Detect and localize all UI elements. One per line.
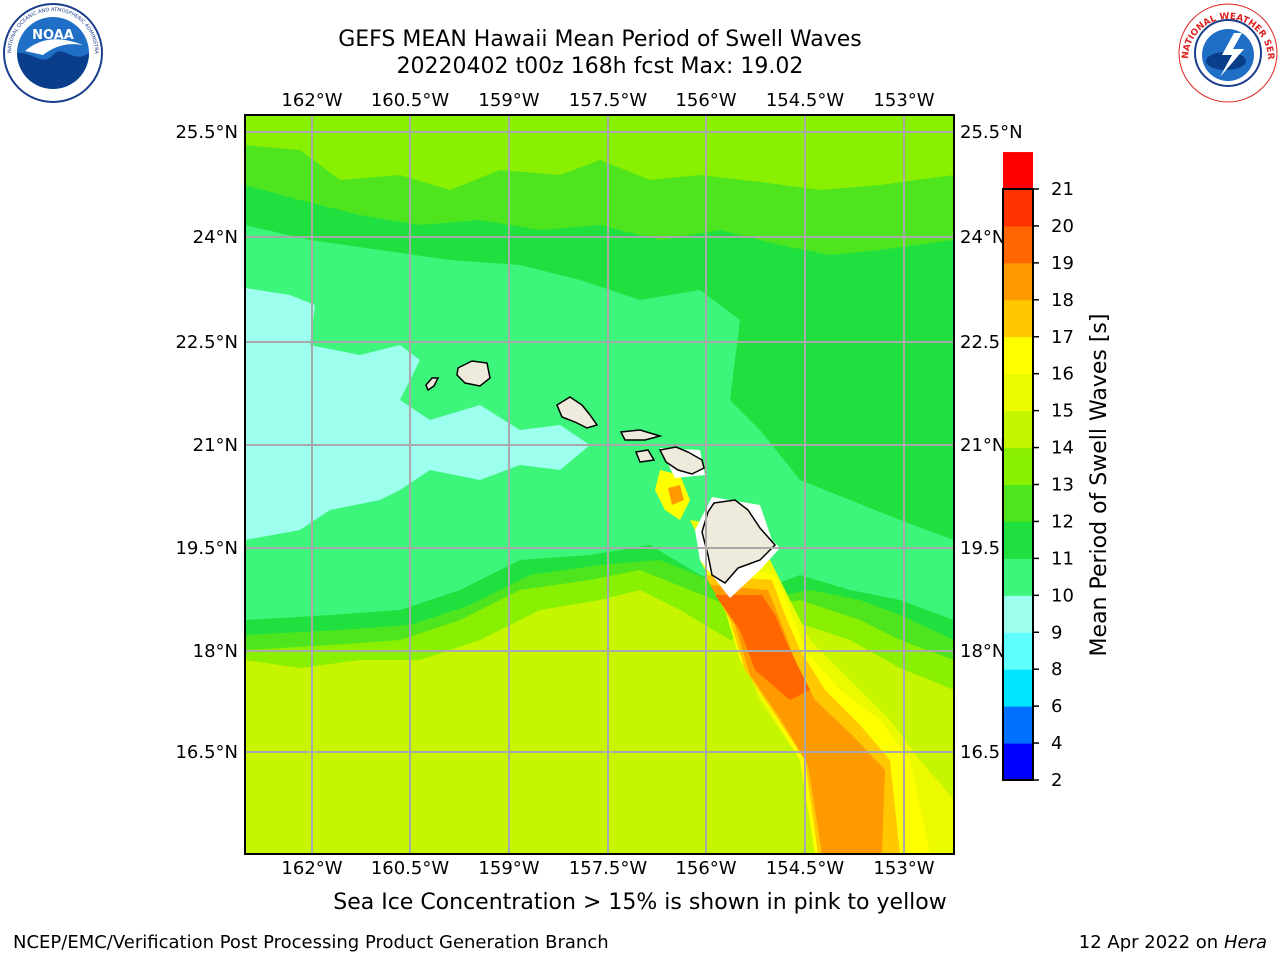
lon-tick-bottom: 159°W bbox=[478, 858, 539, 879]
colorbar-tick-label: 15 bbox=[1051, 401, 1074, 422]
field-10s bbox=[245, 225, 954, 620]
islands bbox=[425, 360, 777, 584]
lat-tick-left: 25.5°N bbox=[175, 122, 238, 143]
colorbar-swatch bbox=[1003, 706, 1033, 744]
island-kauai bbox=[456, 360, 491, 387]
colorbar-tick-label: 11 bbox=[1051, 548, 1074, 569]
lat-tick-left: 21°N bbox=[193, 435, 238, 456]
lon-tick-top: 153°W bbox=[873, 90, 934, 111]
colorbar-swatch bbox=[1003, 669, 1033, 707]
lon-tick-bottom: 160.5°W bbox=[371, 858, 450, 879]
colorbar-tick-label: 17 bbox=[1051, 327, 1074, 348]
nws-logo: NATIONAL WEATHER SERVICE bbox=[1178, 3, 1278, 103]
lon-tick-top: 160.5°W bbox=[371, 90, 450, 111]
colorbar-tick-label: 2 bbox=[1051, 770, 1062, 791]
colorbar-tick-label: 18 bbox=[1051, 290, 1074, 311]
lat-tick-right: 22.5 bbox=[960, 332, 1000, 353]
colorbar-tick-label: 14 bbox=[1051, 438, 1074, 459]
credit-right: 12 Apr 2022 on Hera bbox=[1079, 932, 1267, 953]
colorbar: 2 4 6 8 9 10 11 12 13 14 15 16 17 18 19 20 21 bbox=[1002, 152, 1074, 791]
colorbar-tick-label: 6 bbox=[1051, 696, 1062, 717]
colorbar-swatch bbox=[1003, 447, 1033, 485]
colorbar-swatch bbox=[1003, 373, 1033, 412]
colorbar-tick-label: 19 bbox=[1051, 253, 1074, 274]
field-18s-spot bbox=[668, 485, 684, 505]
colorbar-tick-label: 10 bbox=[1051, 585, 1074, 606]
lat-tick-right: 16.5 bbox=[960, 742, 1000, 763]
colorbar-label: Mean Period of Swell Waves [s] bbox=[1087, 314, 1112, 657]
colorbar-tick-label: 9 bbox=[1051, 622, 1062, 643]
field-19s bbox=[715, 595, 810, 700]
island-maui bbox=[658, 446, 705, 475]
colorbar-swatch bbox=[1003, 743, 1033, 781]
lon-tick-top: 156°W bbox=[675, 90, 736, 111]
chart-title: GEFS MEAN Hawaii Mean Period of Swell Wa… bbox=[338, 27, 862, 52]
lon-tick-bottom: 154.5°W bbox=[766, 858, 845, 879]
noaa-logo: NOAA NATIONAL OCEANIC AND ATMOSPHERIC AD… bbox=[3, 3, 103, 103]
credit-date: 12 Apr 2022 on bbox=[1078, 932, 1224, 953]
colorbar-tick-label: 16 bbox=[1051, 364, 1074, 385]
lon-ticks-bottom: 162°W 160.5°W 159°W 157.5°W 156°W 154.5°… bbox=[281, 858, 934, 879]
colorbar-tick-label: 8 bbox=[1051, 659, 1062, 680]
colorbar-swatch bbox=[1003, 152, 1033, 190]
lon-tick-bottom: 153°W bbox=[873, 858, 934, 879]
colorbar-tick-label: 4 bbox=[1051, 733, 1062, 754]
colorbar-tick-label: 21 bbox=[1051, 179, 1074, 200]
island-lanai bbox=[634, 449, 656, 463]
lon-ticks-top: 162°W 160.5°W 159°W 157.5°W 156°W 154.5°… bbox=[281, 90, 934, 111]
colorbar-swatch bbox=[1003, 521, 1033, 559]
lon-tick-top: 159°W bbox=[478, 90, 539, 111]
sea-ice-note: Sea Ice Concentration > 15% is shown in … bbox=[333, 890, 947, 915]
lon-tick-bottom: 156°W bbox=[675, 858, 736, 879]
colorbar-swatch bbox=[1003, 410, 1033, 449]
colorbar-swatch bbox=[1003, 299, 1033, 338]
lat-tick-left: 24°N bbox=[193, 227, 238, 248]
colorbar-swatch bbox=[1003, 484, 1033, 522]
chart-subtitle: 20220402 t00z 168h fcst Max: 19.02 bbox=[396, 54, 804, 79]
colorbar-swatch bbox=[1003, 558, 1033, 596]
colorbar-tick-label: 12 bbox=[1051, 511, 1074, 532]
credit-left: NCEP/EMC/Verification Post Processing Pr… bbox=[13, 932, 609, 953]
lat-tick-left: 16.5°N bbox=[175, 742, 238, 763]
lat-tick-right: 21°N bbox=[960, 435, 1005, 456]
lon-tick-top: 157.5°W bbox=[569, 90, 648, 111]
lat-tick-right: 24°N bbox=[960, 227, 1005, 248]
map-grid bbox=[245, 115, 954, 854]
lon-tick-bottom: 162°W bbox=[281, 858, 342, 879]
lat-tick-right: 18°N bbox=[960, 641, 1005, 662]
island-molokai bbox=[619, 429, 663, 441]
credit-machine: Hera bbox=[1223, 932, 1267, 953]
noaa-logo-text: NOAA bbox=[32, 28, 74, 43]
colorbar-tick-label: 20 bbox=[1051, 216, 1074, 237]
lat-tick-right: 19.5 bbox=[960, 538, 1000, 559]
island-oahu bbox=[556, 396, 599, 429]
colorbar-tick-label: 13 bbox=[1051, 475, 1074, 496]
swell-period-field bbox=[245, 115, 954, 854]
lon-tick-top: 154.5°W bbox=[766, 90, 845, 111]
colorbar-swatch bbox=[1003, 595, 1033, 633]
map-frame bbox=[244, 114, 955, 855]
lon-tick-top: 162°W bbox=[281, 90, 342, 111]
lat-ticks-right: 25.5°N 24°N 22.5 21°N 19.5 18°N 16.5 bbox=[960, 122, 1023, 763]
lat-tick-right: 25.5°N bbox=[960, 122, 1023, 143]
field-9s bbox=[245, 288, 590, 540]
colorbar-swatch bbox=[1003, 336, 1033, 375]
colorbar-swatch bbox=[1003, 262, 1033, 301]
colorbar-swatch bbox=[1003, 189, 1033, 227]
colorbar-swatch bbox=[1003, 225, 1033, 264]
lat-tick-left: 18°N bbox=[193, 641, 238, 662]
lat-tick-left: 22.5°N bbox=[175, 332, 238, 353]
colorbar-swatch bbox=[1003, 632, 1033, 670]
island-niihau bbox=[425, 377, 440, 392]
lat-tick-left: 19.5°N bbox=[175, 538, 238, 559]
lat-ticks-left: 25.5°N 24°N 22.5°N 21°N 19.5°N 18°N 16.5… bbox=[175, 122, 238, 763]
island-hawaii bbox=[701, 499, 777, 584]
lon-tick-bottom: 157.5°W bbox=[569, 858, 648, 879]
